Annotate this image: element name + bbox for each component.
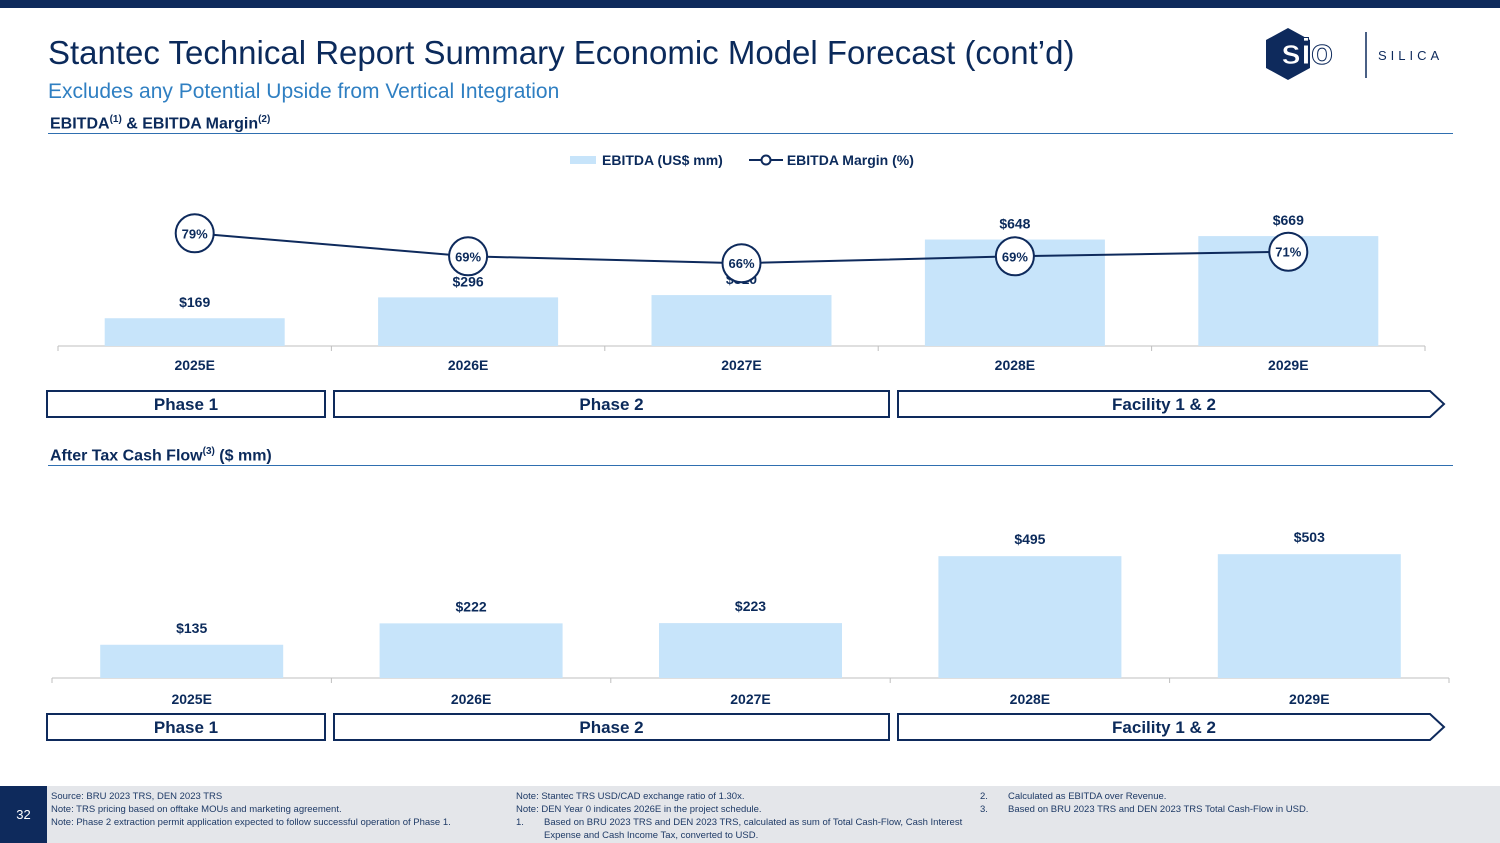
phase-label-ebitda-1: Phase 1: [154, 395, 218, 414]
page-title: Stantec Technical Report Summary Economi…: [48, 34, 1075, 71]
footer: [0, 786, 1500, 843]
ebitda-bar-label-2029E: $669: [1273, 212, 1304, 228]
footnote-line: Note: TRS pricing based on offtake MOUs …: [51, 804, 342, 815]
ebitda-chart: $1692025E$2962026E$3102027E$6482028E$669…: [46, 212, 1446, 418]
margin-point-2028E: [994, 236, 1035, 277]
margin-label-2026E: 69%: [455, 249, 481, 264]
page-subtitle: Excludes any Potential Upside from Verti…: [48, 80, 560, 103]
footnote-line: Note: Phase 2 extraction permit applicat…: [51, 817, 451, 828]
ebitda-bar-2025E: [104, 318, 285, 346]
cashflow-section-rule: [48, 465, 1453, 466]
ebitda-section-rule: [48, 133, 1453, 134]
margin-point-2027E: [721, 243, 762, 284]
phase-label-ebitda-2: Phase 2: [579, 395, 643, 414]
ebitda-category-2025E: 2025E: [174, 357, 214, 373]
margin-point-2025E: [174, 213, 215, 254]
cashflow-bar-2025E: [100, 644, 284, 678]
ebitda-section-title: EBITDA(1) & EBITDA Margin(2): [50, 114, 271, 133]
legend-line-swatch: [748, 154, 783, 166]
footnote-line: Note: Stantec TRS USD/CAD exchange ratio…: [516, 791, 745, 802]
ebitda-bar-label-2026E: $296: [453, 273, 484, 289]
cashflow-category-2025E: 2025E: [171, 691, 211, 707]
ebitda-bar-label-2025E: $169: [179, 294, 210, 310]
margin-label-2029E: 71%: [1275, 245, 1301, 260]
cashflow-bar-label-2026E: $222: [456, 598, 487, 614]
ebitda-category-2029E: 2029E: [1268, 357, 1308, 373]
phase-label-ebitda-3: Facility 1 & 2: [1112, 395, 1216, 414]
footnotes-col3: 2. Calculated as EBITDA over Revenue. 3. Ba…: [980, 790, 1460, 816]
legend-bar-swatch: [570, 156, 596, 164]
cashflow-bar-2026E: [379, 623, 563, 678]
margin-label-2028E: 69%: [1002, 249, 1028, 264]
company-logo: sio SILICA: [1266, 28, 1443, 80]
page-number: 32: [0, 786, 47, 843]
cashflow-bar-2027E: [659, 623, 842, 678]
footnote-numbered: 2. Calculated as EBITDA over Revenue.: [980, 791, 1167, 802]
logo-hexagon: [1266, 28, 1310, 80]
phase-box-ebitda-3: [897, 390, 1446, 418]
ebitda-bar-label-2028E: $648: [999, 216, 1030, 232]
cashflow-category-2027E: 2027E: [730, 691, 770, 707]
ebitda-category-2026E: 2026E: [448, 357, 488, 373]
ebitda-category-2027E: 2027E: [721, 357, 761, 373]
margin-label-2027E: 66%: [728, 256, 754, 271]
footnote-line: Source: BRU 2023 TRS, DEN 2023 TRS: [51, 791, 223, 802]
cashflow-chart: $135 2025E $222 2026E $223 2027E $495 2028E $503…: [46, 529, 1450, 741]
cashflow-category-2026E: 2026E: [451, 691, 491, 707]
cashflow-bar-2028E: [938, 556, 1122, 678]
footnote-numbered: 1. Based on BRU 2023 TRS and DEN 2023 TRS…: [516, 817, 963, 841]
legend-line-label: EBITDA Margin (%): [786, 152, 914, 168]
phase-box-cashflow-3: [897, 713, 1446, 741]
footnotes-col2: Note: Stantec TRS USD/CAD exchange ratio…: [516, 790, 971, 842]
chart-legend: EBITDA (US$ mm) EBITDA Margin (%): [570, 152, 914, 168]
cashflow-bar-label-2029E: $503: [1294, 529, 1325, 545]
phase-label-cashflow-3: Facility 1 & 2: [1112, 718, 1216, 737]
ebitda-category-2028E: 2028E: [995, 357, 1035, 373]
cashflow-bar-label-2027E: $223: [735, 598, 766, 614]
footnotes-col1: Source: BRU 2023 TRS, DEN 2023 TRS Note: …: [51, 790, 496, 829]
margin-point-2026E: [448, 236, 489, 277]
phase-box-ebitda-2: [333, 390, 890, 418]
margin-label-2025E: 79%: [182, 226, 208, 241]
ebitda-bar-2027E: [651, 295, 832, 346]
phase-label-cashflow-1: Phase 1: [154, 718, 218, 737]
logo-mark-text: sio: [1281, 31, 1333, 72]
phase-box-ebitda-1: [46, 390, 326, 418]
legend-bar-label: EBITDA (US$ mm): [602, 152, 723, 168]
logo-word: SILICA: [1378, 48, 1443, 63]
footnote-line: Note: DEN Year 0 indicates 2026E in the …: [516, 804, 762, 815]
cashflow-bar-label-2025E: $135: [176, 620, 207, 636]
cashflow-bar-label-2028E: $495: [1014, 531, 1045, 547]
phase-label-cashflow-2: Phase 2: [579, 718, 643, 737]
margin-point-2029E: [1268, 231, 1309, 272]
ebitda-bar-2026E: [378, 297, 559, 346]
cashflow-category-2028E: 2028E: [1010, 691, 1050, 707]
top-bar: [0, 0, 1500, 8]
phase-box-cashflow-1: [46, 713, 326, 741]
phase-box-cashflow-2: [333, 713, 890, 741]
cashflow-section-title: After Tax Cash Flow(3) ($ mm): [50, 446, 272, 465]
footnote-numbered: 3. Based on BRU 2023 TRS and DEN 2023 TRS…: [980, 804, 1309, 815]
cashflow-category-2029E: 2029E: [1289, 691, 1329, 707]
cashflow-bar-2029E: [1217, 554, 1401, 678]
